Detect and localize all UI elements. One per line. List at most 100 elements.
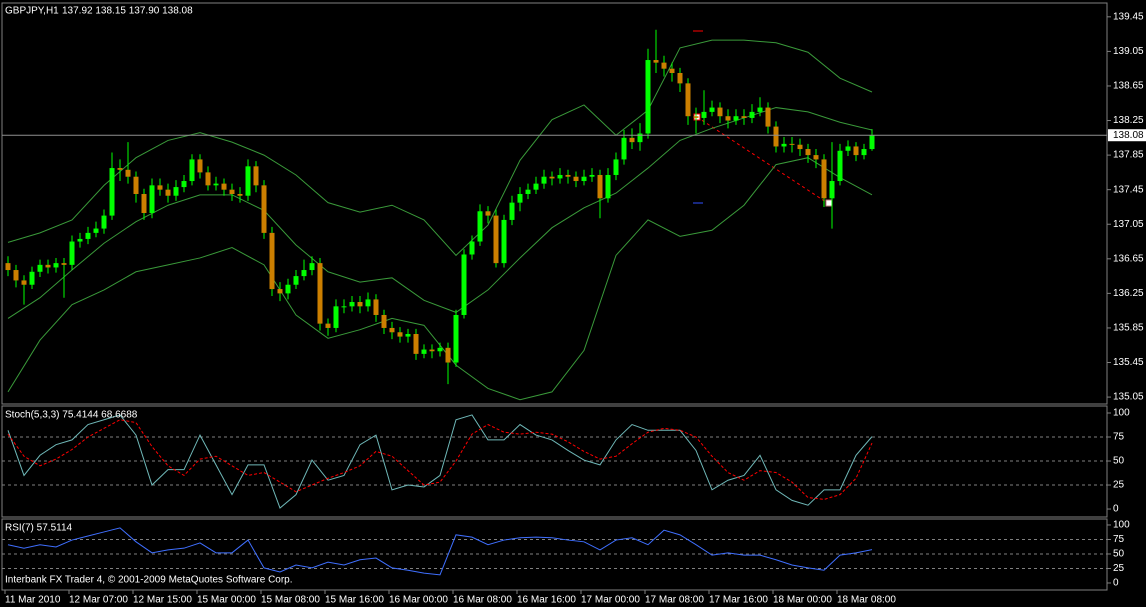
candle-body bbox=[325, 323, 331, 328]
candle-body bbox=[525, 189, 531, 194]
x-tick-label: 18 Mar 08:00 bbox=[837, 595, 896, 606]
candle-body bbox=[805, 149, 811, 156]
candle-body bbox=[469, 241, 475, 255]
candle-body bbox=[285, 284, 291, 294]
candle-body bbox=[701, 111, 707, 118]
candle-body bbox=[149, 185, 155, 214]
candle-body bbox=[293, 276, 299, 285]
candle-body bbox=[317, 263, 323, 324]
candle-body bbox=[765, 107, 771, 127]
candle-body bbox=[173, 187, 179, 196]
candle-body bbox=[445, 347, 451, 363]
x-tick-label: 15 Mar 00:00 bbox=[197, 595, 256, 606]
y-tick-label: 135.45 bbox=[1113, 357, 1144, 368]
y-tick-label: 0 bbox=[1113, 578, 1119, 589]
chart-subtitle: 137.92 138.15 137.90 138.08 bbox=[62, 6, 193, 17]
candle-body bbox=[613, 159, 619, 175]
x-tick-label: 16 Mar 00:00 bbox=[389, 595, 448, 606]
candle-body bbox=[773, 126, 779, 147]
candle-body bbox=[749, 111, 755, 118]
candle-body bbox=[461, 254, 467, 315]
candle-body bbox=[565, 174, 571, 177]
candle-body bbox=[789, 143, 795, 145]
y-tick-label: 139.05 bbox=[1113, 46, 1144, 57]
candle-body bbox=[133, 176, 139, 194]
candle-body bbox=[741, 116, 747, 118]
chart-title: GBPJPY,H1 bbox=[5, 6, 59, 17]
candle-body bbox=[341, 306, 347, 308]
candle-body bbox=[269, 232, 275, 290]
indicator-line bbox=[7, 419, 873, 500]
candle-body bbox=[349, 302, 355, 307]
candle-body bbox=[581, 176, 587, 182]
candle-body bbox=[493, 215, 499, 264]
y-tick-label: 75 bbox=[1113, 534, 1125, 545]
candle-body bbox=[381, 314, 387, 328]
candle-body bbox=[421, 349, 427, 354]
candle-body bbox=[101, 215, 107, 229]
y-tick-label: 136.65 bbox=[1113, 253, 1144, 264]
candle-body bbox=[453, 314, 459, 363]
candle-body bbox=[485, 211, 491, 216]
band-line bbox=[7, 157, 873, 401]
candle-body bbox=[477, 211, 483, 242]
candle-body bbox=[389, 327, 395, 333]
x-tick-label: 11 Mar 2010 bbox=[5, 595, 61, 606]
x-tick-label: 12 Mar 07:00 bbox=[69, 595, 128, 606]
candle-body bbox=[197, 159, 203, 173]
candle-body bbox=[165, 189, 171, 196]
candle-body bbox=[821, 159, 827, 199]
candle-body bbox=[661, 62, 667, 69]
x-tick-label: 16 Mar 08:00 bbox=[453, 595, 512, 606]
candle-body bbox=[717, 107, 723, 117]
candle-body bbox=[37, 264, 43, 272]
candle-body bbox=[605, 174, 611, 199]
candle-body bbox=[709, 107, 715, 112]
candle-body bbox=[181, 181, 187, 188]
band-line bbox=[7, 39, 873, 257]
candle-body bbox=[693, 116, 699, 118]
candle-body bbox=[509, 202, 515, 220]
candle-body bbox=[397, 332, 403, 337]
candle-body bbox=[573, 176, 579, 182]
panel-frame bbox=[1, 518, 1108, 591]
candle-body bbox=[597, 174, 603, 199]
candle-body bbox=[141, 193, 147, 214]
y-tick-label: 137.85 bbox=[1113, 150, 1144, 161]
y-tick-label: 135.05 bbox=[1113, 392, 1144, 403]
candle-body bbox=[61, 263, 67, 265]
panel-title: Stoch(5,3,3) 75.4144 68.6688 bbox=[5, 410, 138, 421]
candle-body bbox=[405, 333, 411, 337]
indicator-line bbox=[7, 527, 873, 576]
candle-body bbox=[677, 73, 683, 84]
panel-title: RSI(7) 57.5114 bbox=[5, 523, 73, 534]
candle-body bbox=[93, 228, 99, 233]
panel-frame bbox=[1, 2, 1108, 405]
y-tick-label: 0 bbox=[1113, 504, 1119, 515]
candle-body bbox=[189, 159, 195, 182]
candle-body bbox=[157, 185, 163, 190]
y-tick-label: 137.45 bbox=[1113, 184, 1144, 195]
trend-line bbox=[696, 116, 830, 205]
y-tick-label: 50 bbox=[1113, 549, 1125, 560]
x-tick-label: 12 Mar 15:00 bbox=[133, 595, 192, 606]
y-tick-label: 138.65 bbox=[1113, 81, 1144, 92]
candle-body bbox=[29, 271, 35, 285]
candle-body bbox=[85, 232, 91, 239]
candle-body bbox=[725, 116, 731, 121]
x-tick-label: 17 Mar 08:00 bbox=[645, 595, 704, 606]
candle-body bbox=[333, 306, 339, 328]
x-tick-label: 17 Mar 00:00 bbox=[581, 595, 640, 606]
candle-body bbox=[213, 183, 219, 186]
candle-body bbox=[861, 149, 867, 156]
candle-body bbox=[261, 185, 267, 233]
candle-body bbox=[437, 347, 443, 352]
x-tick-label: 17 Mar 16:00 bbox=[709, 595, 768, 606]
y-tick-label: 25 bbox=[1113, 480, 1125, 491]
candle-body bbox=[53, 263, 59, 268]
candle-body bbox=[117, 168, 123, 170]
y-tick-label: 139.45 bbox=[1113, 11, 1144, 22]
candle-body bbox=[813, 155, 819, 160]
